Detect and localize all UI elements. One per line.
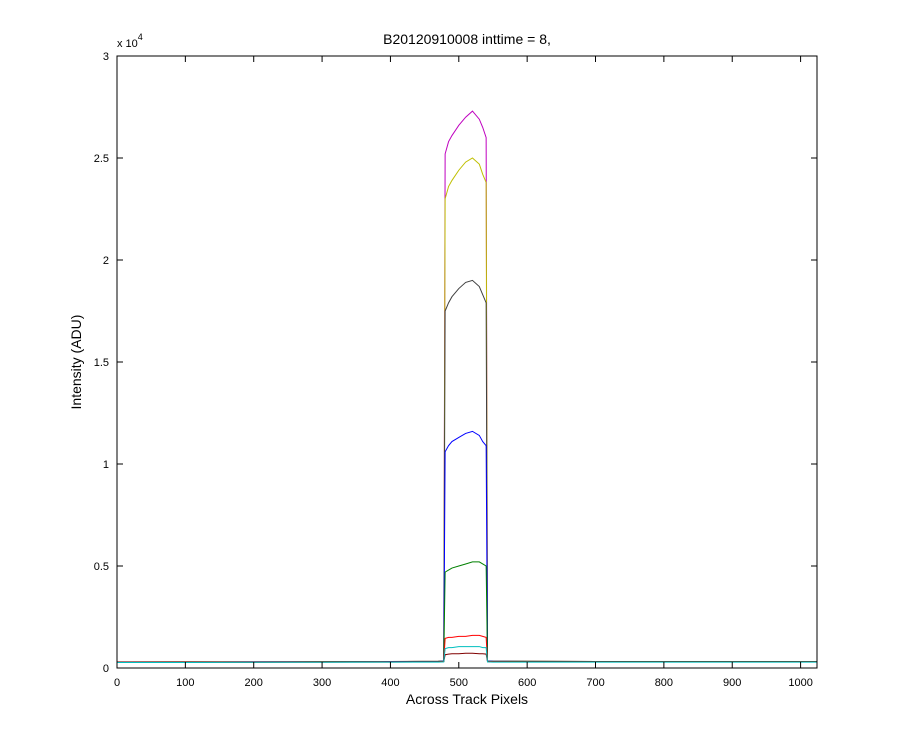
y-tick-label: 3: [103, 51, 109, 63]
x-tick-label: 600: [518, 677, 536, 689]
y-tick-label: 1.5: [94, 357, 109, 369]
x-tick-label: 300: [313, 677, 331, 689]
y-multiplier: x 104: [117, 32, 143, 50]
x-tick-label: 100: [176, 677, 194, 689]
x-tick-label: 800: [655, 677, 673, 689]
chart-title: B20120910008 inttime = 8,: [383, 31, 551, 47]
x-tick-label: 900: [723, 677, 741, 689]
multiplier-exponent: 4: [138, 32, 143, 42]
y-tick-label: 2.5: [94, 153, 109, 165]
multiplier-base: x 10: [117, 38, 138, 50]
y-tick-label: 0: [103, 663, 109, 675]
y-tick-label: 2: [103, 255, 109, 267]
x-tick-label: 700: [586, 677, 604, 689]
x-tick-label: 0: [114, 677, 120, 689]
x-tick-label: 500: [450, 677, 468, 689]
x-tick-label: 200: [245, 677, 263, 689]
data-line: [117, 646, 817, 663]
x-tick-label: 400: [381, 677, 399, 689]
y-axis-label: Intensity (ADU): [68, 315, 84, 410]
y-tick-label: 0.5: [94, 561, 109, 573]
x-axis-label: Across Track Pixels: [406, 691, 528, 707]
x-tick-label: 1000: [788, 677, 812, 689]
plot-area: [116, 110, 817, 663]
y-tick-label: 1: [103, 459, 109, 471]
